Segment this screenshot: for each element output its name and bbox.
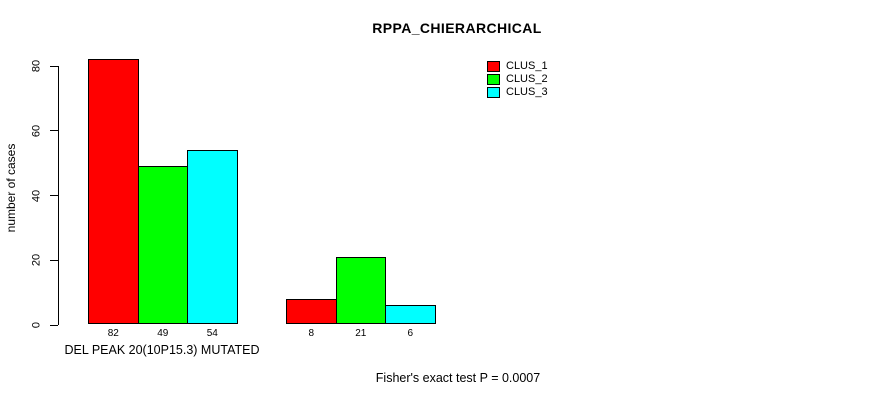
bar-clus_1-group2 [286,298,337,325]
bar-clus_2-group1 [137,165,188,325]
x-axis-category-label: DEL PEAK 20(10P15.3) MUTATED [64,343,260,357]
y-axis-line [58,66,59,325]
bar-clus_2-group2 [335,256,386,325]
legend-label: CLUS_1 [506,60,548,72]
bar-value-label: 21 [355,327,367,339]
bar-clus_1-group1 [88,59,139,325]
bar-value-label: 6 [407,327,414,339]
y-axis-label: number of cases [4,143,18,233]
legend-label: CLUS_3 [506,86,548,98]
y-axis-tick-label: 20 [30,254,43,267]
bar-value-label: 49 [157,327,169,339]
y-axis-tick [50,195,58,196]
y-axis-tick-label: 80 [30,59,43,73]
y-axis-tick [50,130,58,132]
y-axis-tick [50,65,58,67]
legend-label: CLUS_2 [506,73,548,85]
legend-swatch-icon [487,61,500,72]
bar-value-label: 82 [107,327,119,339]
bar-clus_3-group1 [187,149,238,325]
legend-item: CLUS_3 [487,87,548,98]
legend-swatch-icon [487,87,500,98]
y-axis-tick-label: 40 [30,189,43,202]
bar-clus_3-group2 [385,305,436,325]
legend-item: CLUS_2 [487,74,548,85]
legend-swatch-icon [487,74,500,85]
bar-value-label: 54 [206,327,218,339]
legend: CLUS_1 CLUS_2 CLUS_3 [487,61,548,98]
legend-item: CLUS_1 [487,61,548,72]
y-axis-tick-label: 0 [30,321,43,329]
chart-title: RPPA_CHIERARCHICAL [372,20,542,36]
y-axis-tick-label: 60 [30,124,43,137]
y-axis-tick [50,324,58,326]
fisher-test-annotation: Fisher's exact test P = 0.0007 [375,371,541,385]
y-axis-tick [50,259,58,261]
bar-value-label: 8 [308,327,315,339]
